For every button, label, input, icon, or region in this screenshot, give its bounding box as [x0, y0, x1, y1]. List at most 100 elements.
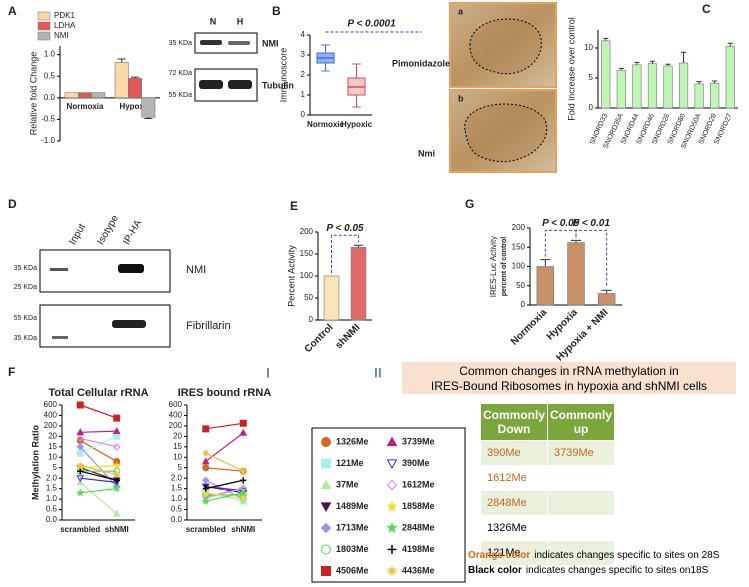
blot-band [50, 268, 68, 271]
bar [64, 92, 79, 99]
y-tick-label: 15 [173, 442, 182, 451]
series-line [205, 488, 244, 498]
error-bar [601, 289, 612, 294]
y-tick-label: 100 [512, 262, 526, 271]
y-tick-label: 0.5 [46, 505, 58, 514]
legend-marker [320, 522, 332, 534]
marker [239, 488, 248, 497]
table-cell: 121Me [479, 540, 549, 566]
legend-label: LDHA [54, 21, 76, 30]
bar [632, 64, 642, 109]
marker [113, 432, 121, 440]
table-cell [547, 465, 616, 491]
marker-label: 55 KDa [14, 315, 37, 322]
lane-label: H [237, 16, 244, 26]
lane-label: Input [67, 222, 88, 247]
bar [710, 83, 720, 109]
significance-bracket [544, 229, 577, 257]
y-axis-sublabel: percent of control [501, 237, 508, 297]
marker [76, 443, 84, 451]
y-tick-label: 5 [589, 73, 594, 82]
marker [201, 496, 210, 505]
micrograph [449, 89, 557, 173]
y-tick-label: 0.0 [46, 515, 58, 524]
table-cell: 390Me [479, 440, 549, 466]
y-tick-label: 0 [521, 300, 526, 309]
panel-label: E [290, 199, 298, 213]
x-tick-label: shNMI [231, 525, 255, 534]
section-label: I [266, 365, 270, 381]
y-axis-label: Immunoscore [278, 48, 288, 103]
marker [202, 476, 210, 484]
table-row: 1326Me [479, 515, 616, 541]
y-tick-label: 4 [301, 30, 306, 39]
legend-marker [386, 479, 398, 491]
marker [113, 477, 120, 484]
bar [601, 40, 611, 109]
y-tick-label: 0 [301, 110, 306, 119]
y-tick-label: 1.0 [46, 494, 58, 503]
marker-label: 55 KDa [169, 92, 192, 99]
legend-label: 4506Me [336, 565, 369, 575]
note-text: indicates changes specific to sites on18… [525, 565, 709, 576]
micrograph [449, 2, 557, 88]
series-line [80, 430, 117, 433]
marker [76, 449, 84, 457]
blot-frame [39, 304, 171, 348]
marker [76, 434, 84, 443]
blot-band [200, 40, 222, 45]
marker-label: 25 KDa [14, 284, 37, 291]
table-cell [547, 540, 616, 566]
marker-label: 35 KDa [14, 265, 37, 272]
marker [113, 443, 121, 451]
legend-marker [386, 522, 398, 533]
y-tick-label: 20 [48, 431, 57, 440]
marker-label: 72 KDa [169, 70, 192, 77]
marker-label: 35 KDa [14, 335, 37, 342]
y-tick-label: -0.5 [41, 115, 55, 124]
marker [240, 468, 247, 475]
x-tick-label: Normoxia [509, 307, 550, 348]
y-tick-label: 50 [304, 293, 313, 302]
y-tick-label: 1.0 [171, 494, 183, 503]
y-tick-label: 10 [173, 452, 182, 461]
y-axis-label: Methylation Ratio [30, 425, 40, 501]
x-tick-label: Hypoxic [341, 120, 373, 129]
marker [240, 477, 247, 484]
marker-label: 35 KDa [169, 40, 192, 47]
note-key: Orange color [468, 550, 531, 561]
significance-label: P < 0.0001 [347, 19, 396, 30]
series-line [205, 492, 244, 500]
y-tick-label: 1.0 [44, 50, 56, 59]
table: Commonly Down Commonly up 390Me 3739Me 1612M… [479, 403, 616, 566]
legend-label: 1489Me [336, 501, 369, 511]
protein-label: Fibrillarin [186, 320, 231, 332]
marker [77, 468, 84, 475]
error-bar [665, 63, 671, 66]
significance-label: P < 0.01 [573, 218, 611, 229]
y-tick-label: 5 [178, 463, 183, 472]
y-tick-label: 150 [512, 242, 526, 251]
table-title: Common changes in rRNA methylation in IR… [402, 362, 736, 394]
y-tick-label: 400 [169, 411, 183, 420]
marker [202, 464, 210, 472]
table-cell: 1326Me [479, 515, 549, 541]
x-tick-label: Normoxia [67, 102, 104, 111]
error-bar [618, 67, 624, 71]
error-bar [712, 80, 718, 84]
y-tick-label: 0.5 [44, 71, 56, 80]
note: Orange color indicates changes specific t… [468, 548, 719, 563]
panel-label: F [8, 365, 15, 379]
header-row: Commonly Down Commonly up [479, 403, 616, 441]
x-tick-label: shNMI [333, 322, 362, 351]
bar [663, 65, 673, 109]
legend-label: 1713Me [336, 522, 369, 532]
legend-marker [321, 544, 331, 555]
legend-marker [321, 458, 331, 469]
marker [76, 401, 84, 409]
marker [77, 462, 84, 469]
legend-label: 1803Me [336, 544, 369, 554]
series-line [79, 440, 118, 462]
bar [536, 266, 555, 306]
